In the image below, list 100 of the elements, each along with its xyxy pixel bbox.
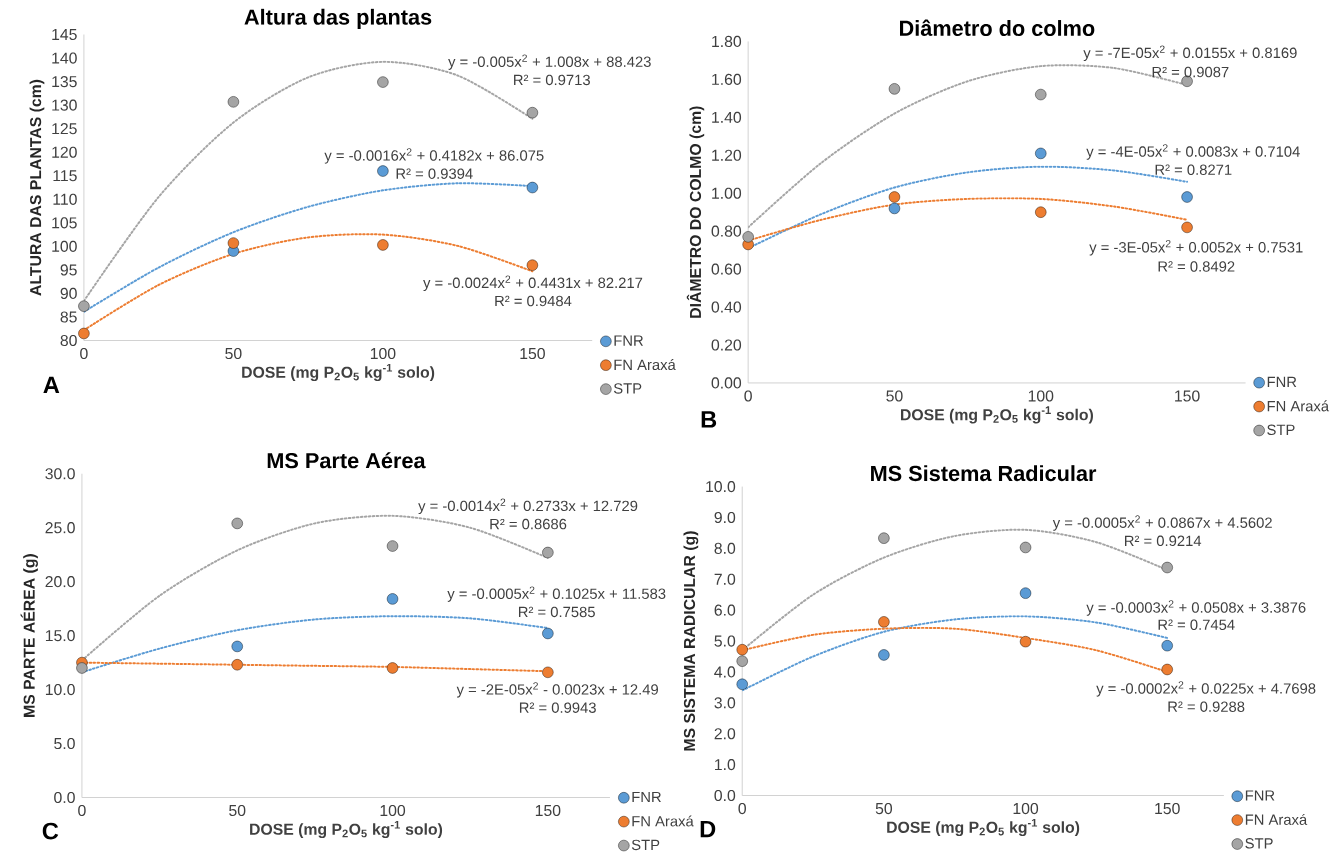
x-tick-label: 150 [1175, 390, 1200, 402]
point [742, 231, 754, 243]
annotation: y = -0.0003x$^{2}$ + 0.0508x + 3.3876 [1086, 600, 1306, 616]
y-tick-label: 1.80 [712, 36, 742, 48]
point [1035, 206, 1047, 218]
y-tick-label: 0.40 [711, 301, 742, 313]
text: D [700, 821, 716, 838]
point [78, 300, 90, 312]
y-tick-label: 100 [52, 240, 77, 253]
legend-label: FNR [632, 792, 661, 803]
point [888, 83, 901, 95]
annotation: y = -0.005x$^{2}$ + 1.008x + 88.423 [448, 54, 651, 71]
y-tick-label: 1.20 [712, 149, 742, 162]
point [1161, 640, 1173, 652]
x-tick-label: 100 [370, 348, 396, 360]
text: B [701, 411, 717, 428]
annotation: R² = 0.8686 [490, 519, 567, 530]
annotation: R² = 0.7585 [518, 606, 595, 618]
point [888, 191, 901, 203]
y-tick-label: 0.80 [711, 225, 742, 237]
annotation: y = -0.0005x$^{2}$ + 0.1025x + 11.583 [447, 586, 666, 603]
chart-title: Diâmetro do colmo [900, 19, 1095, 37]
x-tick-label: 150 [1155, 803, 1180, 815]
y-tick-label: 115 [53, 170, 77, 182]
point [1181, 191, 1193, 203]
y-axis-title: MS SISTEMA RADICULAR (g) [683, 531, 699, 751]
annotation: R² = 0.9394 [396, 168, 473, 180]
point [878, 649, 890, 661]
point [386, 540, 399, 552]
y-tick-label: 30.0 [45, 468, 75, 480]
chart-title: MS Sistema Radicular [871, 465, 1097, 482]
y-tick-label: 135 [52, 76, 77, 88]
text: A [43, 376, 60, 394]
point [1019, 636, 1032, 648]
y-axis-title: ALTURA DAS PLANTAS (cm) [29, 80, 45, 296]
point [386, 662, 399, 674]
chart-title: MS Parte Aérea [267, 452, 426, 469]
y-tick-label: 4.0 [714, 666, 736, 678]
x-axis-title: DOSE (mg P$_{2}$O$_{5}$ kg$^{-1}$ solo) [887, 819, 1080, 837]
legend-label: STP [631, 839, 660, 851]
point [1161, 664, 1173, 676]
point [1019, 541, 1032, 554]
y-tick-label: 0.00 [711, 377, 742, 389]
y-tick-label: 1.60 [712, 73, 742, 86]
point [1019, 587, 1032, 599]
annotation: y = -7E-05x$^{2}$ + 0.0155x + 0.8169 [1083, 45, 1297, 62]
x-tick-label: 100 [1013, 803, 1039, 815]
y-tick-label: 10.0 [45, 684, 75, 696]
annotation: R² = 0.9288 [1168, 701, 1245, 713]
point [526, 107, 539, 119]
y-tick-label: 9.0 [714, 512, 736, 524]
legend-label: STP [613, 383, 642, 394]
annotation: y = -0.0024x$^{2}$ + 0.4431x + 82.217 [423, 275, 643, 292]
y-tick-label: 125 [52, 123, 77, 135]
y-tick-label: 90 [60, 288, 77, 300]
annotation: y = -0.0002x$^{2}$ + 0.0225x + 4.7698 [1096, 681, 1316, 697]
x-tick-label: 0 [80, 348, 88, 360]
legend-label: FN Araxá [632, 815, 694, 827]
y-tick-label: 140 [52, 52, 77, 64]
point [526, 182, 539, 194]
point [878, 616, 890, 628]
legend-label: FN Araxá [1267, 400, 1330, 412]
point [736, 678, 748, 691]
point [1035, 89, 1047, 101]
y-tick-label: 0.0 [714, 790, 736, 802]
text: C [42, 822, 59, 840]
point [227, 96, 240, 108]
y-tick-label: 0.20 [711, 339, 742, 351]
annotation: R² = 0.9214 [1125, 535, 1202, 547]
y-tick-label: 145 [52, 29, 77, 41]
point [736, 644, 748, 656]
point [1161, 562, 1173, 574]
legend-label: STP [1267, 424, 1295, 436]
y-axis-title: MS PARTE AÉREA (g) [20, 554, 38, 718]
point [878, 532, 890, 544]
annotation: R² = 0.9087 [1152, 66, 1229, 78]
x-tick-label: 50 [875, 803, 893, 815]
point [78, 327, 90, 340]
x-tick-label: 50 [229, 805, 246, 817]
x-axis-title: DOSE (mg P$_{2}$O$_{5}$ kg$^{-1}$ solo) [250, 821, 443, 839]
annotation: R² = 0.9484 [495, 295, 572, 307]
point [736, 655, 748, 667]
y-tick-label: 1.0 [715, 759, 736, 771]
legend-label: FNR [1267, 377, 1297, 388]
point [231, 640, 243, 653]
point [231, 659, 243, 671]
x-tick-label: 150 [535, 805, 561, 817]
annotation: y = -0.0016x$^{2}$ + 0.4182x + 86.075 [324, 148, 544, 164]
y-tick-label: 2.0 [714, 728, 736, 740]
y-tick-label: 10.0 [706, 481, 736, 493]
point [377, 239, 389, 251]
point [377, 165, 389, 177]
annotation: R² = 0.8492 [1158, 261, 1235, 272]
y-tick-label: 20.0 [45, 576, 75, 588]
y-tick-label: 1.40 [712, 111, 742, 124]
point [377, 76, 389, 88]
y-tick-label: 110 [53, 193, 77, 206]
y-tick-label: 105 [52, 217, 77, 229]
y-tick-label: 1.00 [712, 187, 742, 199]
x-tick-label: 100 [380, 805, 406, 817]
